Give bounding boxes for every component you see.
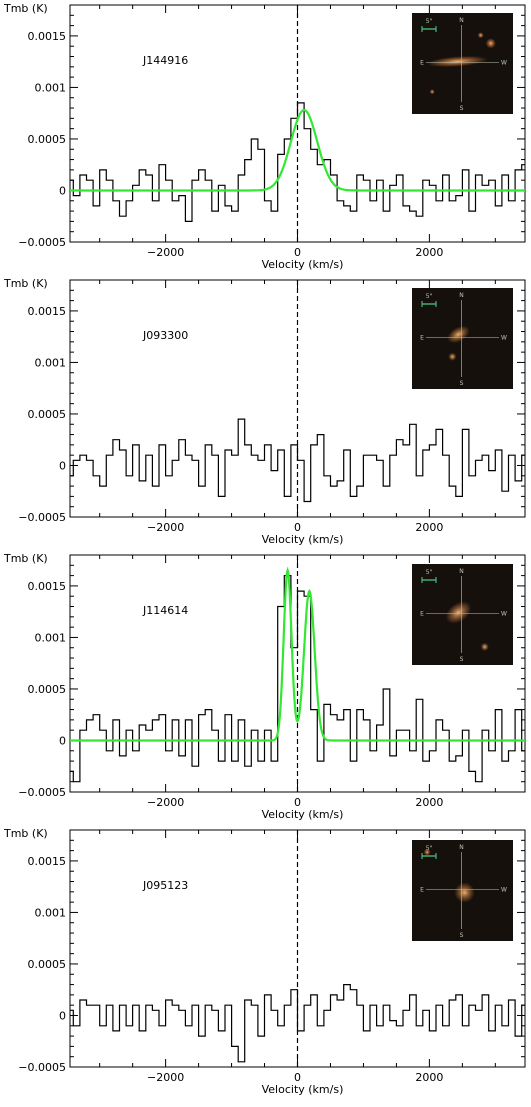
galaxy-thumbnail: N S E W 5" [412, 840, 513, 941]
x-tick-label: 2000 [415, 521, 443, 534]
scale-bar-label: 5" [426, 569, 433, 576]
y-tick-label: 0 [59, 734, 66, 747]
spectrum-panel-4: −2000 0 2000 −0.0005 0 0.0005 0.001 0.0015 Veloc… [3, 827, 526, 1096]
scale-bar-label: 5" [426, 845, 433, 852]
x-tick-label: 2000 [415, 1071, 443, 1084]
compass-east-label: E [420, 610, 424, 617]
source-name: J095123 [142, 879, 188, 892]
x-tick-label: −2000 [147, 1071, 184, 1084]
x-axis-label: Velocity (km/s) [262, 1083, 344, 1096]
y-tick-label: 0.0005 [28, 133, 67, 146]
compass-west-label: W [501, 59, 507, 66]
spectrum-line [70, 418, 525, 503]
spectrum-line [70, 102, 525, 222]
scale-bar: 5" [421, 845, 437, 859]
star-image [423, 848, 431, 856]
galaxy-thumbnail: N S E W 5" [412, 13, 513, 114]
scale-bar: 5" [421, 293, 437, 307]
compass-south-label: S [460, 380, 464, 387]
compass-east-label: E [420, 59, 424, 66]
source-name: J144916 [142, 54, 188, 67]
spectrum-line [70, 984, 525, 1063]
compass-north-label: N [459, 292, 464, 299]
x-axis-label: Velocity (km/s) [262, 808, 344, 821]
galaxy-thumbnail: N S E W 5" [412, 288, 513, 389]
y-axis-label: Tmb (K) [3, 2, 48, 15]
y-tick-label: 0.0015 [28, 30, 67, 43]
compass-east-label: E [420, 334, 424, 341]
x-tick-label: −2000 [147, 246, 184, 259]
star-image [429, 89, 435, 95]
spectrum-panel-1: −2000 0 2000 −0.0005 0 0.0005 0.001 0.0015 Veloc… [3, 2, 526, 271]
y-tick-label: 0 [59, 1009, 66, 1022]
compass-north-label: N [459, 17, 464, 24]
compass-west-label: W [501, 334, 507, 341]
x-tick-label: 0 [294, 246, 301, 259]
x-tick-label: 0 [294, 1071, 301, 1084]
x-axis-label: Velocity (km/s) [262, 533, 344, 546]
compass-south-label: S [460, 656, 464, 663]
x-tick-label: −2000 [147, 521, 184, 534]
gaussian-fit-curve [70, 108, 525, 192]
galaxy-image [447, 325, 470, 344]
y-tick-label: 0.001 [35, 81, 67, 94]
scale-bar: 5" [421, 569, 437, 583]
galaxy-thumbnail: N S E W 5" [412, 564, 513, 665]
y-tick-label: 0 [59, 184, 66, 197]
y-tick-label: 0.001 [35, 906, 67, 919]
galaxy-image [454, 882, 475, 903]
source-name: J114614 [142, 604, 188, 617]
y-axis-label: Tmb (K) [3, 827, 48, 840]
y-tick-label: 0.001 [35, 356, 67, 369]
x-tick-label: 0 [294, 521, 301, 534]
x-tick-label: 2000 [415, 796, 443, 809]
star-image [448, 352, 457, 361]
star-image [480, 642, 489, 651]
spectrum-histogram [70, 102, 525, 222]
y-tick-label: 0.0015 [28, 580, 67, 593]
spectrum-histogram [70, 984, 525, 1063]
x-tick-label: −2000 [147, 796, 184, 809]
y-tick-label: 0.0005 [28, 958, 67, 971]
gaussian-fit-curve [70, 566, 525, 742]
x-tick-label: 2000 [415, 246, 443, 259]
scale-bar-label: 5" [426, 293, 433, 300]
y-tick-label: −0.0005 [18, 511, 66, 524]
y-tick-label: −0.0005 [18, 1061, 66, 1074]
compass-south-label: S [460, 932, 464, 939]
galaxy-image [427, 56, 488, 67]
y-tick-label: 0.0015 [28, 305, 67, 318]
y-tick-label: 0.0015 [28, 855, 67, 868]
compass-north-label: N [459, 844, 464, 851]
spectrum-panel-3: −2000 0 2000 −0.0005 0 0.0005 0.001 0.0015 Veloc… [3, 552, 526, 821]
spectrum-histogram [70, 418, 525, 503]
y-tick-label: 0.0005 [28, 408, 67, 421]
compass-west-label: W [501, 886, 507, 893]
star-image [477, 32, 484, 39]
x-axis-label: Velocity (km/s) [262, 258, 344, 271]
compass-south-label: S [460, 105, 464, 112]
compass-east-label: E [420, 886, 424, 893]
y-tick-label: 0 [59, 459, 66, 472]
x-tick-label: 0 [294, 796, 301, 809]
source-name: J093300 [142, 329, 188, 342]
y-tick-label: −0.0005 [18, 236, 66, 249]
spectrum-histogram [70, 575, 525, 783]
y-axis-label: Tmb (K) [3, 552, 48, 565]
y-tick-label: −0.0005 [18, 786, 66, 799]
spectrum-line [70, 575, 525, 783]
y-tick-label: 0.0005 [28, 683, 67, 696]
scale-bar: 5" [421, 18, 437, 32]
y-tick-label: 0.001 [35, 631, 67, 644]
compass-west-label: W [501, 610, 507, 617]
galaxy-image [445, 601, 472, 624]
y-axis-label: Tmb (K) [3, 277, 48, 290]
compass-north-label: N [459, 568, 464, 575]
star-image [485, 38, 496, 49]
spectrum-panel-2: −2000 0 2000 −0.0005 0 0.0005 0.001 0.0015 Veloc… [3, 277, 526, 546]
scale-bar-label: 5" [426, 18, 433, 25]
